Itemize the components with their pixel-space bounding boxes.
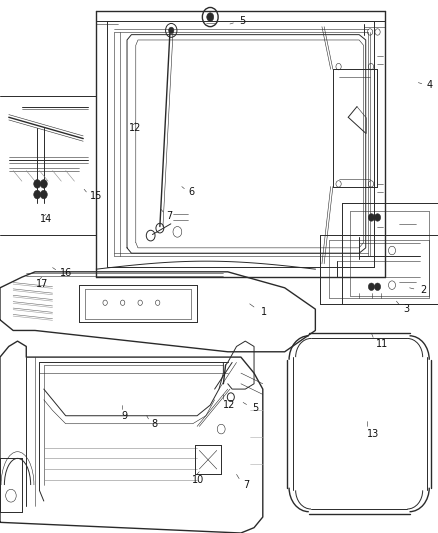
Text: 12: 12 [129,123,141,133]
Text: 16: 16 [60,268,73,278]
Text: 10: 10 [192,475,204,484]
Text: 17: 17 [36,279,48,288]
Text: 2: 2 [420,286,427,295]
Circle shape [40,190,47,199]
Circle shape [207,13,214,21]
Text: 3: 3 [403,304,409,314]
Text: 7: 7 [243,480,249,490]
Circle shape [374,214,381,221]
Circle shape [34,180,41,188]
Text: 8: 8 [151,419,157,429]
Text: 1: 1 [261,307,267,317]
Text: 5: 5 [239,17,245,26]
Circle shape [374,283,381,290]
Text: 14: 14 [40,214,53,223]
Text: 12: 12 [223,400,235,410]
Circle shape [34,190,41,199]
Text: 4: 4 [427,80,433,90]
Circle shape [169,27,174,34]
Text: 5: 5 [252,403,258,413]
Text: 13: 13 [367,430,379,439]
Text: 7: 7 [166,211,173,221]
Text: 11: 11 [376,339,388,349]
Text: 15: 15 [90,191,102,201]
Circle shape [368,283,374,290]
Text: 9: 9 [122,411,128,421]
Text: 6: 6 [188,187,194,197]
Circle shape [40,180,47,188]
Circle shape [368,214,374,221]
